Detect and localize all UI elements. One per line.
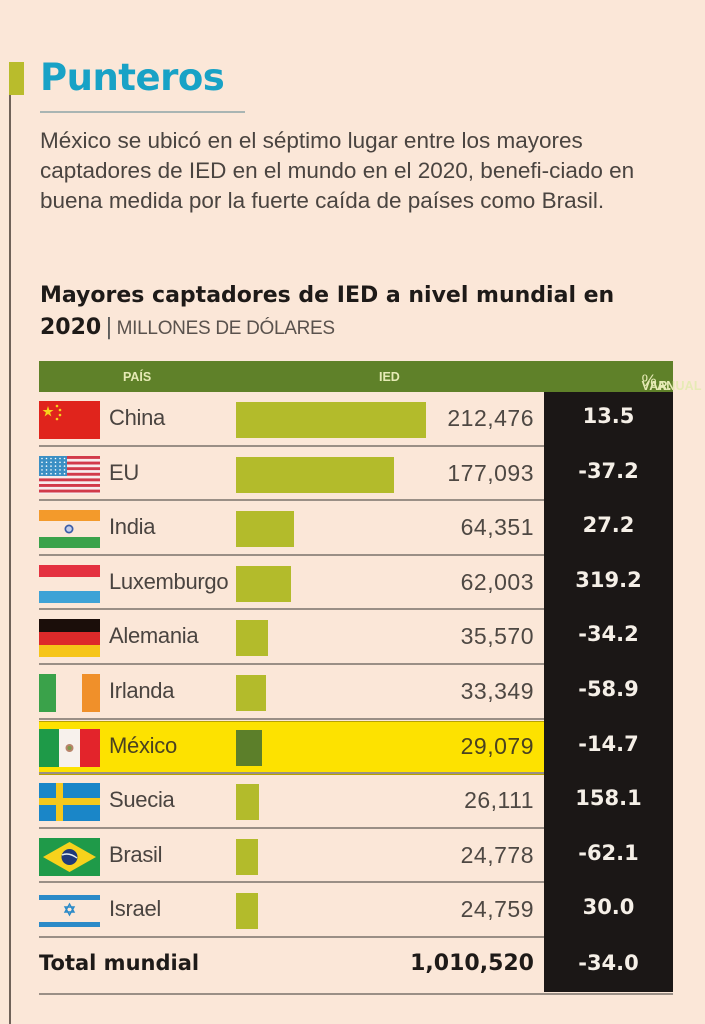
row-divider (39, 499, 544, 502)
ied-value: 33,349 (460, 677, 534, 704)
ied-bar (236, 729, 262, 766)
var-value: -37.2 (578, 458, 639, 483)
ied-bar (236, 402, 426, 438)
israel-flag-icon (39, 892, 100, 931)
bottom-rule (39, 993, 673, 995)
table-row: EU 177,093 -37.2 (39, 447, 673, 502)
total-row: Total mundial 1,010,520 -34.0 (39, 938, 673, 992)
germany-flag-icon (39, 619, 100, 658)
country-name: Suecia (109, 787, 175, 813)
country-name: Luxemburgo (109, 568, 229, 594)
country-name: China (109, 405, 165, 430)
table-row: Irlanda 33,349 -58.9 (39, 665, 673, 720)
ied-value: 29,079 (460, 732, 534, 759)
var-prefix: VAR. (641, 379, 672, 393)
var-value: -62.1 (578, 840, 639, 865)
table-row: Alemania 35,570 -34.2 (39, 610, 673, 665)
row-divider (39, 717, 544, 720)
title-separator: | (105, 315, 113, 340)
variation-column-background (544, 392, 673, 992)
var-value: 158.1 (575, 786, 642, 811)
ied-bar (236, 456, 395, 493)
var-value: -14.7 (578, 731, 639, 756)
accent-bar (9, 62, 24, 95)
country-name: EU (109, 459, 139, 485)
country-name: Alemania (109, 623, 199, 649)
row-divider (39, 553, 544, 556)
table-row: Israel 24,759 30.0 (39, 883, 673, 938)
ied-value: 35,570 (460, 623, 534, 650)
highlight-background (39, 720, 544, 775)
chart-title: Mayores captadores de IED a nivel mundia… (40, 280, 690, 345)
ied-bar (236, 784, 260, 821)
india-flag-icon (39, 510, 100, 549)
ied-value: 24,778 (460, 841, 534, 868)
country-name: Irlanda (109, 677, 175, 703)
var-value: 13.5 (582, 404, 635, 428)
ied-bar (236, 838, 259, 875)
total-ied-value: 1,010,520 (410, 950, 534, 976)
table-header: PAÍS IED VAR.% ANUAL (39, 361, 702, 393)
ied-bar (236, 620, 268, 657)
country-name: Israel (109, 896, 161, 922)
brazil-flag-icon (39, 837, 100, 876)
table-row: China 212,476 13.5 (39, 392, 673, 447)
section-title: Punteros (40, 56, 225, 99)
column-header-ied: IED (379, 370, 400, 384)
column-header-country: PAÍS (123, 370, 152, 384)
ied-value: 26,111 (464, 787, 534, 814)
row-divider (39, 772, 544, 775)
intro-text: México se ubicó en el séptimo lugar entr… (40, 128, 635, 213)
ied-value: 64,351 (460, 514, 534, 541)
ied-table: PAÍS IED VAR.% ANUAL China 212,476 13.5 EU 17… (39, 361, 702, 992)
table-row: India 64,351 27.2 (39, 501, 673, 556)
var-suffix: ANUAL (657, 379, 702, 393)
usa-flag-icon (39, 455, 100, 494)
ied-value: 177,093 (447, 459, 534, 486)
table-row: Luxemburgo 62,003 319.2 (39, 556, 673, 611)
column-header-var: VAR.% ANUAL (641, 370, 702, 393)
var-value: -58.9 (578, 676, 639, 701)
var-value: 319.2 (575, 567, 642, 592)
row-divider (39, 881, 544, 884)
china-flag-icon (39, 401, 100, 439)
country-name: India (109, 514, 156, 540)
ied-bar (236, 893, 259, 930)
var-value: 27.2 (582, 513, 635, 538)
sweden-flag-icon (39, 783, 100, 822)
ied-bar (236, 565, 292, 602)
total-label: Total mundial (39, 950, 200, 975)
ied-value: 212,476 (447, 405, 534, 431)
total-var-value: -34.0 (578, 950, 639, 975)
chart-unit: MILLONES DE DÓLARES (116, 318, 335, 339)
var-value: -34.2 (578, 622, 639, 647)
ied-bar (236, 511, 294, 548)
row-divider (39, 444, 544, 447)
row-divider (39, 662, 544, 665)
chart-title-text: Mayores captadores de IED a nivel mundia… (40, 283, 615, 340)
var-pct: % (641, 371, 657, 390)
var-value: 30.0 (582, 895, 635, 920)
table-body: China 212,476 13.5 EU 177,093 -37.2 India 64,35… (39, 392, 673, 938)
row-divider (39, 935, 544, 938)
ied-value: 24,759 (460, 896, 534, 923)
ied-value: 62,003 (460, 568, 534, 595)
row-divider (39, 608, 544, 611)
table-row: Suecia 26,111 158.1 (39, 774, 673, 829)
title-underline (40, 111, 245, 113)
mexico-flag-icon (39, 728, 100, 767)
row-divider (39, 826, 544, 829)
left-rule (9, 62, 11, 1024)
ied-bar (236, 674, 266, 711)
luxembourg-flag-icon (39, 564, 100, 603)
ireland-flag-icon (39, 673, 100, 712)
table-row: Brasil 24,778 -62.1 (39, 829, 673, 884)
country-name: México (109, 732, 177, 758)
country-name: Brasil (109, 841, 163, 867)
table-row: México 29,079 -14.7 (39, 720, 673, 775)
